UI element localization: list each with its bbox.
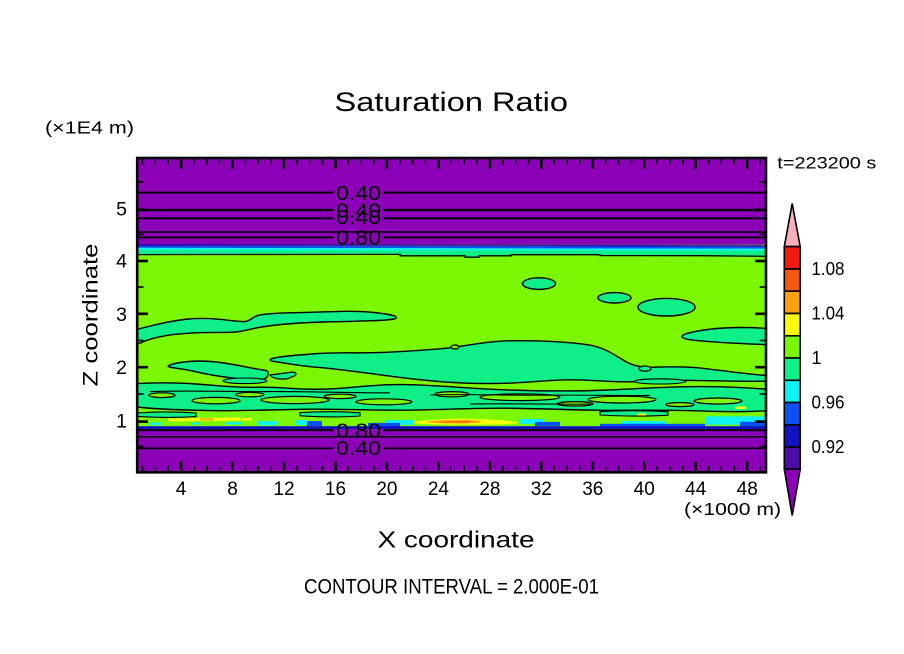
svg-text:16: 16 [325,479,346,500]
svg-text:CONTOUR INTERVAL = 2.000E-01: CONTOUR INTERVAL = 2.000E-01 [304,576,599,599]
svg-text:0.40: 0.40 [336,207,381,229]
svg-text:0.92: 0.92 [812,437,845,457]
svg-text:0.80: 0.80 [336,421,381,443]
svg-text:5: 5 [116,198,127,220]
svg-text:(×1000 m): (×1000 m) [684,499,781,519]
svg-text:0.40: 0.40 [336,183,381,205]
svg-text:1: 1 [116,411,127,433]
svg-text:28: 28 [479,479,500,500]
svg-text:Saturation Ratio: Saturation Ratio [335,87,569,117]
svg-text:3: 3 [116,304,127,326]
svg-text:36: 36 [582,479,603,500]
svg-text:Z coordinate: Z coordinate [80,244,103,387]
svg-text:4: 4 [176,479,187,500]
svg-text:2: 2 [116,357,127,379]
svg-text:1.04: 1.04 [812,304,845,324]
svg-text:0.96: 0.96 [812,393,845,413]
svg-text:(×1E4 m): (×1E4 m) [45,118,134,138]
svg-text:1: 1 [812,348,822,368]
svg-text:24: 24 [428,479,450,500]
svg-text:8: 8 [227,479,238,500]
svg-text:0.40: 0.40 [336,200,381,222]
svg-text:48: 48 [737,479,758,500]
svg-text:40: 40 [634,479,655,500]
svg-text:20: 20 [376,479,397,500]
svg-text:0.40: 0.40 [336,438,381,460]
svg-text:0.80: 0.80 [336,227,381,249]
svg-text:t=223200 s: t=223200 s [777,154,876,173]
svg-text:X coordinate: X coordinate [378,527,535,553]
svg-text:12: 12 [273,479,294,500]
svg-text:1.08: 1.08 [812,259,845,279]
svg-text:32: 32 [531,479,552,500]
svg-text:44: 44 [685,479,707,500]
svg-text:4: 4 [116,251,127,273]
